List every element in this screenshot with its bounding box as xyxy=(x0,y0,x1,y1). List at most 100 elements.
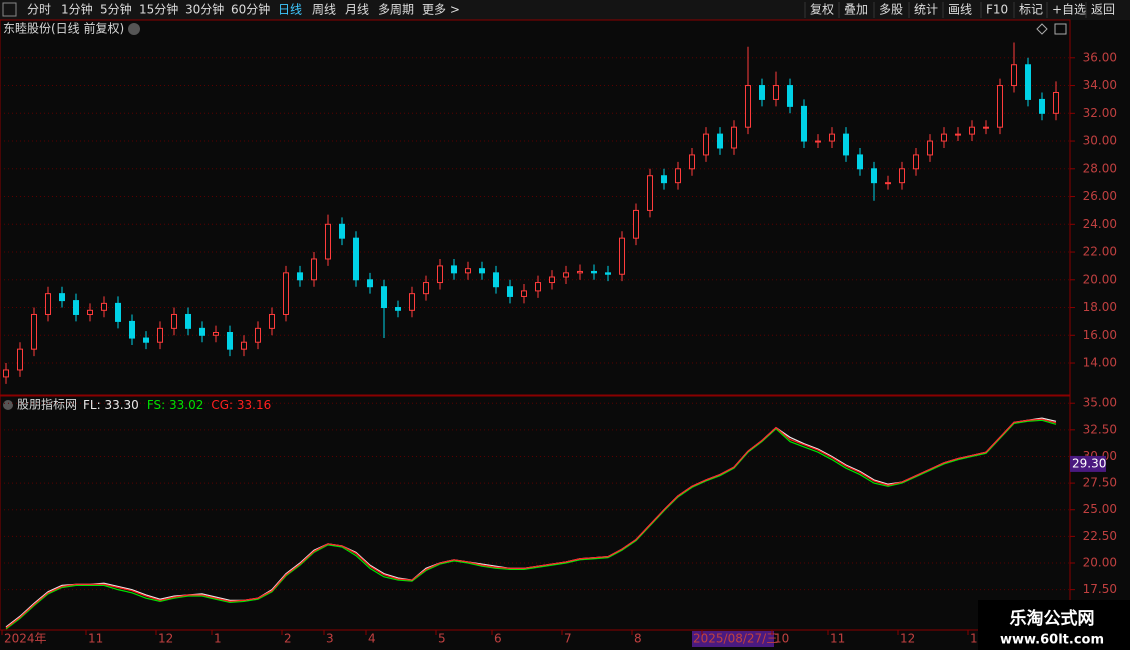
x-tick-label: 1 xyxy=(214,632,222,646)
candle-body xyxy=(199,327,205,336)
y-tick-label: 20.00 xyxy=(1083,272,1117,286)
toolbar-item[interactable]: 5分钟 xyxy=(100,2,132,17)
toolbar-button[interactable]: 复权 xyxy=(810,3,834,17)
candle-body xyxy=(577,270,583,274)
indicator-line xyxy=(5,419,1057,630)
indicator-line xyxy=(5,417,1057,628)
candle-body xyxy=(115,302,121,322)
toolbar-item[interactable]: 日线 xyxy=(278,3,302,17)
candle-body xyxy=(325,223,331,260)
x-tick-label: 4 xyxy=(368,632,376,646)
candle-body xyxy=(1025,64,1031,100)
toolbar-item[interactable]: 15分钟 xyxy=(139,2,178,17)
x-tick-label: 2024年 xyxy=(4,632,47,646)
legend-name: FS xyxy=(147,398,161,412)
candle-body xyxy=(87,309,93,315)
diamond-icon[interactable] xyxy=(1036,23,1048,35)
dropdown-icon[interactable] xyxy=(3,400,13,410)
toolbar-button[interactable]: 叠加 xyxy=(844,3,868,17)
candle-body xyxy=(661,175,667,184)
candle-body xyxy=(213,332,219,336)
candle-body xyxy=(493,272,499,288)
candle-body xyxy=(339,223,345,239)
x-tick-label: 7 xyxy=(564,632,572,646)
toolbar-button[interactable]: 标记 xyxy=(1019,3,1043,17)
toolbar-item[interactable]: 30分钟 xyxy=(185,2,224,17)
candle-body xyxy=(983,126,989,129)
candle-body xyxy=(283,272,289,315)
y-tick-label: 30.00 xyxy=(1083,134,1117,148)
candle-body xyxy=(297,272,303,281)
candle-body xyxy=(731,126,737,149)
x-tick-label: 12 xyxy=(900,632,915,646)
toolbar-item[interactable]: 周线 xyxy=(312,3,336,17)
candle-body xyxy=(885,182,891,185)
y-tick-label: 36.00 xyxy=(1083,50,1117,64)
toolbar-button[interactable]: 统计 xyxy=(914,3,938,17)
candle-body xyxy=(423,282,429,295)
toolbar-item[interactable]: 多周期 xyxy=(378,3,414,17)
candle-body xyxy=(787,85,793,107)
candle-body xyxy=(129,320,135,339)
candle-body xyxy=(871,168,877,184)
toolbar-button[interactable]: 多股 xyxy=(879,3,903,17)
legend-name: CG xyxy=(211,398,229,412)
candle-body xyxy=(437,265,443,284)
dropdown-icon[interactable] xyxy=(128,23,140,35)
candle-body xyxy=(185,313,191,329)
toolbar-item[interactable]: 更多 > xyxy=(422,3,460,17)
toolbar-item[interactable]: 60分钟 xyxy=(231,2,270,17)
x-tick-label: 11 xyxy=(830,632,845,646)
toolbar-item[interactable]: 月线 xyxy=(345,3,369,17)
candle-body xyxy=(801,105,807,142)
x-tick-label: 1 xyxy=(970,632,978,646)
y-tick-label: 22.50 xyxy=(1083,529,1117,543)
toolbar-button[interactable]: 画线 xyxy=(948,3,972,17)
toolbar-button[interactable]: +自选 xyxy=(1052,3,1086,17)
toolbar-button[interactable]: 返回 xyxy=(1091,3,1115,17)
candle-body xyxy=(241,341,247,350)
y-tick-label: 17.50 xyxy=(1083,582,1117,596)
candle-body xyxy=(143,337,149,343)
x-tick-label: 3 xyxy=(326,632,334,646)
candle-body xyxy=(619,237,625,275)
candle-body xyxy=(535,282,541,292)
candle-body xyxy=(381,286,387,309)
indicator-line xyxy=(5,418,1057,629)
y-tick-label: 22.00 xyxy=(1083,245,1117,259)
candle-body xyxy=(17,348,23,371)
watermark-url: www.60lt.com xyxy=(1000,633,1104,648)
candle-body xyxy=(479,268,485,274)
candle-body xyxy=(633,209,639,239)
indicator-panel xyxy=(0,395,1071,631)
toolbar-item[interactable]: 分时 xyxy=(27,3,51,17)
candle-body xyxy=(815,140,821,143)
candle-body xyxy=(591,270,597,274)
x-cursor-box xyxy=(692,631,774,647)
candle-body xyxy=(31,313,37,350)
candle-body xyxy=(451,265,457,274)
y-tick-label: 24.00 xyxy=(1083,217,1117,231)
watermark-title: 乐淘公式网 xyxy=(1010,608,1095,629)
candle-body xyxy=(675,168,681,184)
candle-body xyxy=(689,154,695,170)
candle-body xyxy=(955,133,961,136)
y-tick-label: 16.00 xyxy=(1083,328,1117,342)
legend-separator: : xyxy=(229,398,237,412)
toolbar-item[interactable]: 1分钟 xyxy=(61,2,93,17)
candle-body xyxy=(927,140,933,156)
watermark-bg xyxy=(978,600,1130,650)
y-tick-label: 32.50 xyxy=(1083,422,1117,436)
menu-icon[interactable] xyxy=(2,2,17,17)
candle-body xyxy=(227,332,233,350)
window-icon[interactable] xyxy=(1054,23,1067,35)
candle-body xyxy=(73,300,79,315)
toolbar-button[interactable]: F10 xyxy=(986,3,1008,17)
candle-body xyxy=(1039,98,1045,114)
candle-body xyxy=(255,327,261,343)
candle-body xyxy=(759,85,765,100)
candle-body xyxy=(563,272,569,278)
y-tick-label: 28.00 xyxy=(1083,161,1117,175)
candle-body xyxy=(465,268,471,274)
